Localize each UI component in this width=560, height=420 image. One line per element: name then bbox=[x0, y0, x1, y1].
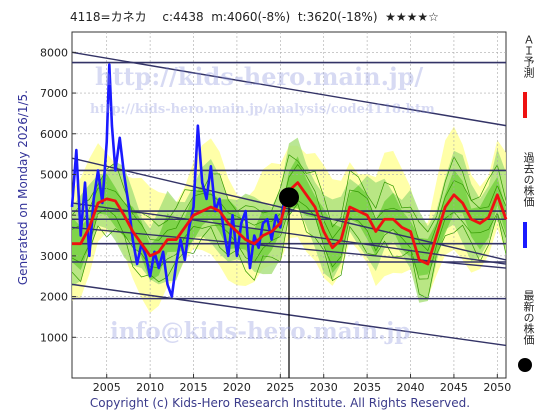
y-tick-label: 6000 bbox=[40, 128, 68, 141]
y-tick-label: 4000 bbox=[40, 209, 68, 222]
y-tick-label: 8000 bbox=[40, 46, 68, 59]
x-tick-label: 2020 bbox=[223, 381, 251, 394]
y-tick-label: 5000 bbox=[40, 168, 68, 181]
x-tick-label: 2045 bbox=[440, 381, 468, 394]
x-tick-label: 2030 bbox=[310, 381, 338, 394]
generated-date-label: Generated on Monday 2026/1/5. bbox=[16, 90, 30, 286]
x-tick-label: 2015 bbox=[180, 381, 208, 394]
legend-past-swatch bbox=[523, 222, 527, 248]
watermark-url: http://kids-hero.main.jp/ bbox=[95, 62, 424, 91]
y-tick-label: 7000 bbox=[40, 87, 68, 100]
y-tick-label: 2000 bbox=[40, 291, 68, 304]
legend-latest-label: 最新の株価 bbox=[522, 290, 535, 345]
x-tick-label: 2010 bbox=[136, 381, 164, 394]
legend-past-label: 過去の株価 bbox=[522, 152, 535, 207]
chart-title: 4118=カネカ c:4438 m:4060(-8%) t:3620(-18%)… bbox=[70, 10, 439, 24]
x-tick-label: 2025 bbox=[266, 381, 294, 394]
y-tick-label: 3000 bbox=[40, 250, 68, 263]
watermark-analysis-url: http://kids-hero.main.jp/analysis/code41… bbox=[90, 102, 435, 117]
copyright-footer: Copyright (c) Kids-Hero Research Institu… bbox=[89, 396, 471, 410]
trend-channel-line bbox=[71, 51, 507, 127]
forecast-band-line bbox=[71, 163, 507, 252]
x-tick-label: 2005 bbox=[93, 381, 121, 394]
legend-forecast-swatch bbox=[523, 92, 527, 118]
current-price-marker bbox=[279, 187, 299, 208]
past-price-line bbox=[70, 63, 286, 298]
watermark-email: info@kids-hero.main.jp bbox=[110, 318, 411, 345]
x-tick-label: 2050 bbox=[483, 381, 511, 394]
x-tick-label: 2035 bbox=[353, 381, 381, 394]
legend-latest-dot bbox=[518, 358, 532, 372]
y-tick-label: 1000 bbox=[40, 331, 68, 344]
forecast-band-line bbox=[71, 154, 507, 233]
legend-forecast-label: ＡＩ予測 bbox=[522, 34, 535, 78]
forecast-band-inner bbox=[72, 156, 506, 281]
x-tick-label: 2040 bbox=[397, 381, 425, 394]
